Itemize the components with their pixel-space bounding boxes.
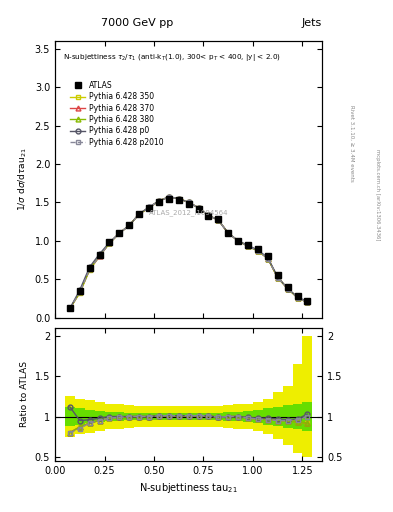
Text: N-subjettiness $\tau_2/\tau_1$ (anti-k$_T$(1.0), 300< p$_T$ < 400, |y| < 2.0): N-subjettiness $\tau_2/\tau_1$ (anti-k$_… <box>63 52 281 63</box>
Bar <box>144 406 154 427</box>
Bar <box>223 413 233 420</box>
Bar <box>95 402 105 431</box>
Text: Rivet 3.1.10, ≥ 3.4M events: Rivet 3.1.10, ≥ 3.4M events <box>349 105 354 182</box>
Bar <box>263 399 273 434</box>
Bar <box>233 412 243 421</box>
Bar <box>124 413 134 420</box>
Bar <box>303 336 312 457</box>
Bar <box>253 402 263 431</box>
Bar <box>303 402 312 431</box>
Bar <box>114 404 124 429</box>
Bar <box>134 413 144 420</box>
Bar <box>174 413 184 420</box>
Bar <box>164 406 174 427</box>
Bar <box>105 412 114 421</box>
Bar <box>154 406 164 427</box>
Bar <box>204 406 213 427</box>
Bar <box>223 405 233 428</box>
Bar <box>263 409 273 424</box>
Bar <box>243 403 253 430</box>
Bar <box>283 405 292 428</box>
Bar <box>184 406 194 427</box>
Bar <box>164 413 174 420</box>
Bar <box>144 413 154 420</box>
Bar <box>204 413 213 420</box>
Text: Jets: Jets <box>302 18 322 28</box>
Bar <box>85 410 95 423</box>
Bar <box>283 386 292 445</box>
Y-axis label: Ratio to ATLAS: Ratio to ATLAS <box>20 361 29 428</box>
Text: mcplots.cern.ch [arXiv:1306.3436]: mcplots.cern.ch [arXiv:1306.3436] <box>375 149 380 240</box>
Bar <box>194 406 204 427</box>
Bar <box>95 411 105 422</box>
Bar <box>75 399 85 434</box>
X-axis label: N-subjettiness tau$_{21}$: N-subjettiness tau$_{21}$ <box>139 481 238 495</box>
Bar <box>184 413 194 420</box>
Bar <box>65 407 75 426</box>
Bar <box>124 405 134 428</box>
Bar <box>273 392 283 439</box>
Bar <box>194 413 204 420</box>
Y-axis label: 1/$\sigma$ d$\sigma$/d$\tau$au$_{21}$: 1/$\sigma$ d$\sigma$/d$\tau$au$_{21}$ <box>17 147 29 211</box>
Bar <box>213 413 223 420</box>
Bar <box>134 406 144 427</box>
Bar <box>292 364 303 453</box>
Bar <box>65 396 75 437</box>
Bar <box>174 406 184 427</box>
Bar <box>233 404 243 429</box>
Bar <box>213 406 223 427</box>
Bar <box>114 413 124 420</box>
Legend: ATLAS, Pythia 6.428 350, Pythia 6.428 370, Pythia 6.428 380, Pythia 6.428 p0, Py: ATLAS, Pythia 6.428 350, Pythia 6.428 37… <box>67 78 167 150</box>
Bar <box>105 403 114 430</box>
Bar <box>273 407 283 426</box>
Bar <box>75 409 85 424</box>
Bar <box>85 400 95 433</box>
Text: ATLAS_2012_I1094564: ATLAS_2012_I1094564 <box>149 209 228 216</box>
Text: 7000 GeV pp: 7000 GeV pp <box>101 18 174 28</box>
Bar <box>243 411 253 422</box>
Bar <box>154 413 164 420</box>
Bar <box>253 410 263 423</box>
Bar <box>292 403 303 430</box>
